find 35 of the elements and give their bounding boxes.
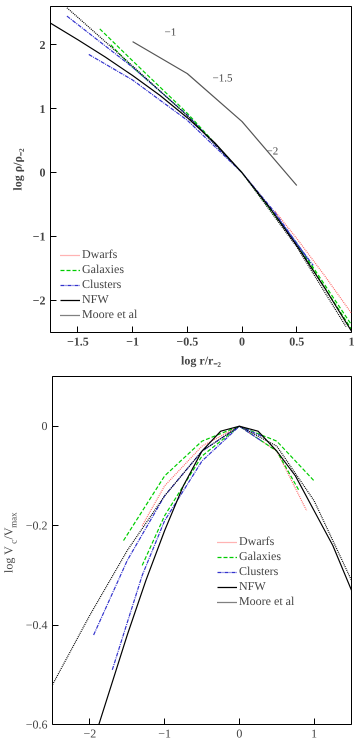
legend-label: NFW bbox=[239, 579, 266, 594]
legend-label: Clusters bbox=[239, 564, 278, 579]
legend-label: Galaxies bbox=[82, 262, 124, 277]
y-tick-label: 0 bbox=[40, 166, 46, 180]
annotation: −2 bbox=[266, 145, 278, 158]
legend-label: Moore et al bbox=[82, 307, 138, 322]
annotation: −1.5 bbox=[212, 72, 233, 85]
y-tick-label: −0.2 bbox=[26, 518, 48, 533]
x-tick-label: −0.5 bbox=[176, 334, 198, 348]
x-tick-label: −1 bbox=[126, 334, 140, 348]
x-tick-label: 0 bbox=[236, 726, 242, 740]
legend-label: Dwarfs bbox=[239, 534, 274, 549]
y-tick-label: −0.4 bbox=[26, 618, 48, 632]
x-tick-label: −1 bbox=[158, 726, 172, 740]
x-tick-label: 0 bbox=[239, 334, 246, 348]
y-tick-label: 2 bbox=[40, 38, 46, 52]
legend-label: NFW bbox=[82, 292, 109, 307]
y-axis-title: log Vc/Vmax bbox=[2, 512, 18, 573]
y-axis-title: log ρ/ρ₋₂ bbox=[10, 148, 25, 191]
x-tick-label: −2 bbox=[83, 726, 96, 740]
annotation: −1 bbox=[164, 26, 176, 38]
legend-label: Dwarfs bbox=[82, 247, 118, 262]
legend-label: Clusters bbox=[82, 277, 122, 292]
x-tick-label: 1 bbox=[348, 334, 354, 348]
x-tick-label: 0.5 bbox=[289, 334, 304, 348]
legend-label: Moore et al bbox=[239, 594, 294, 609]
y-tick-label: −0.6 bbox=[26, 718, 48, 732]
x-axis-title: log r/r₋₂ bbox=[181, 354, 222, 368]
x-tick-label: 1 bbox=[311, 726, 318, 740]
y-tick-label: 0 bbox=[42, 419, 48, 434]
legend-label: Galaxies bbox=[239, 549, 281, 564]
y-tick-label: −2 bbox=[32, 294, 46, 308]
y-tick-label: 1 bbox=[40, 102, 46, 116]
x-tick-label: −1.5 bbox=[66, 334, 89, 348]
y-tick-label: −1 bbox=[32, 230, 46, 244]
